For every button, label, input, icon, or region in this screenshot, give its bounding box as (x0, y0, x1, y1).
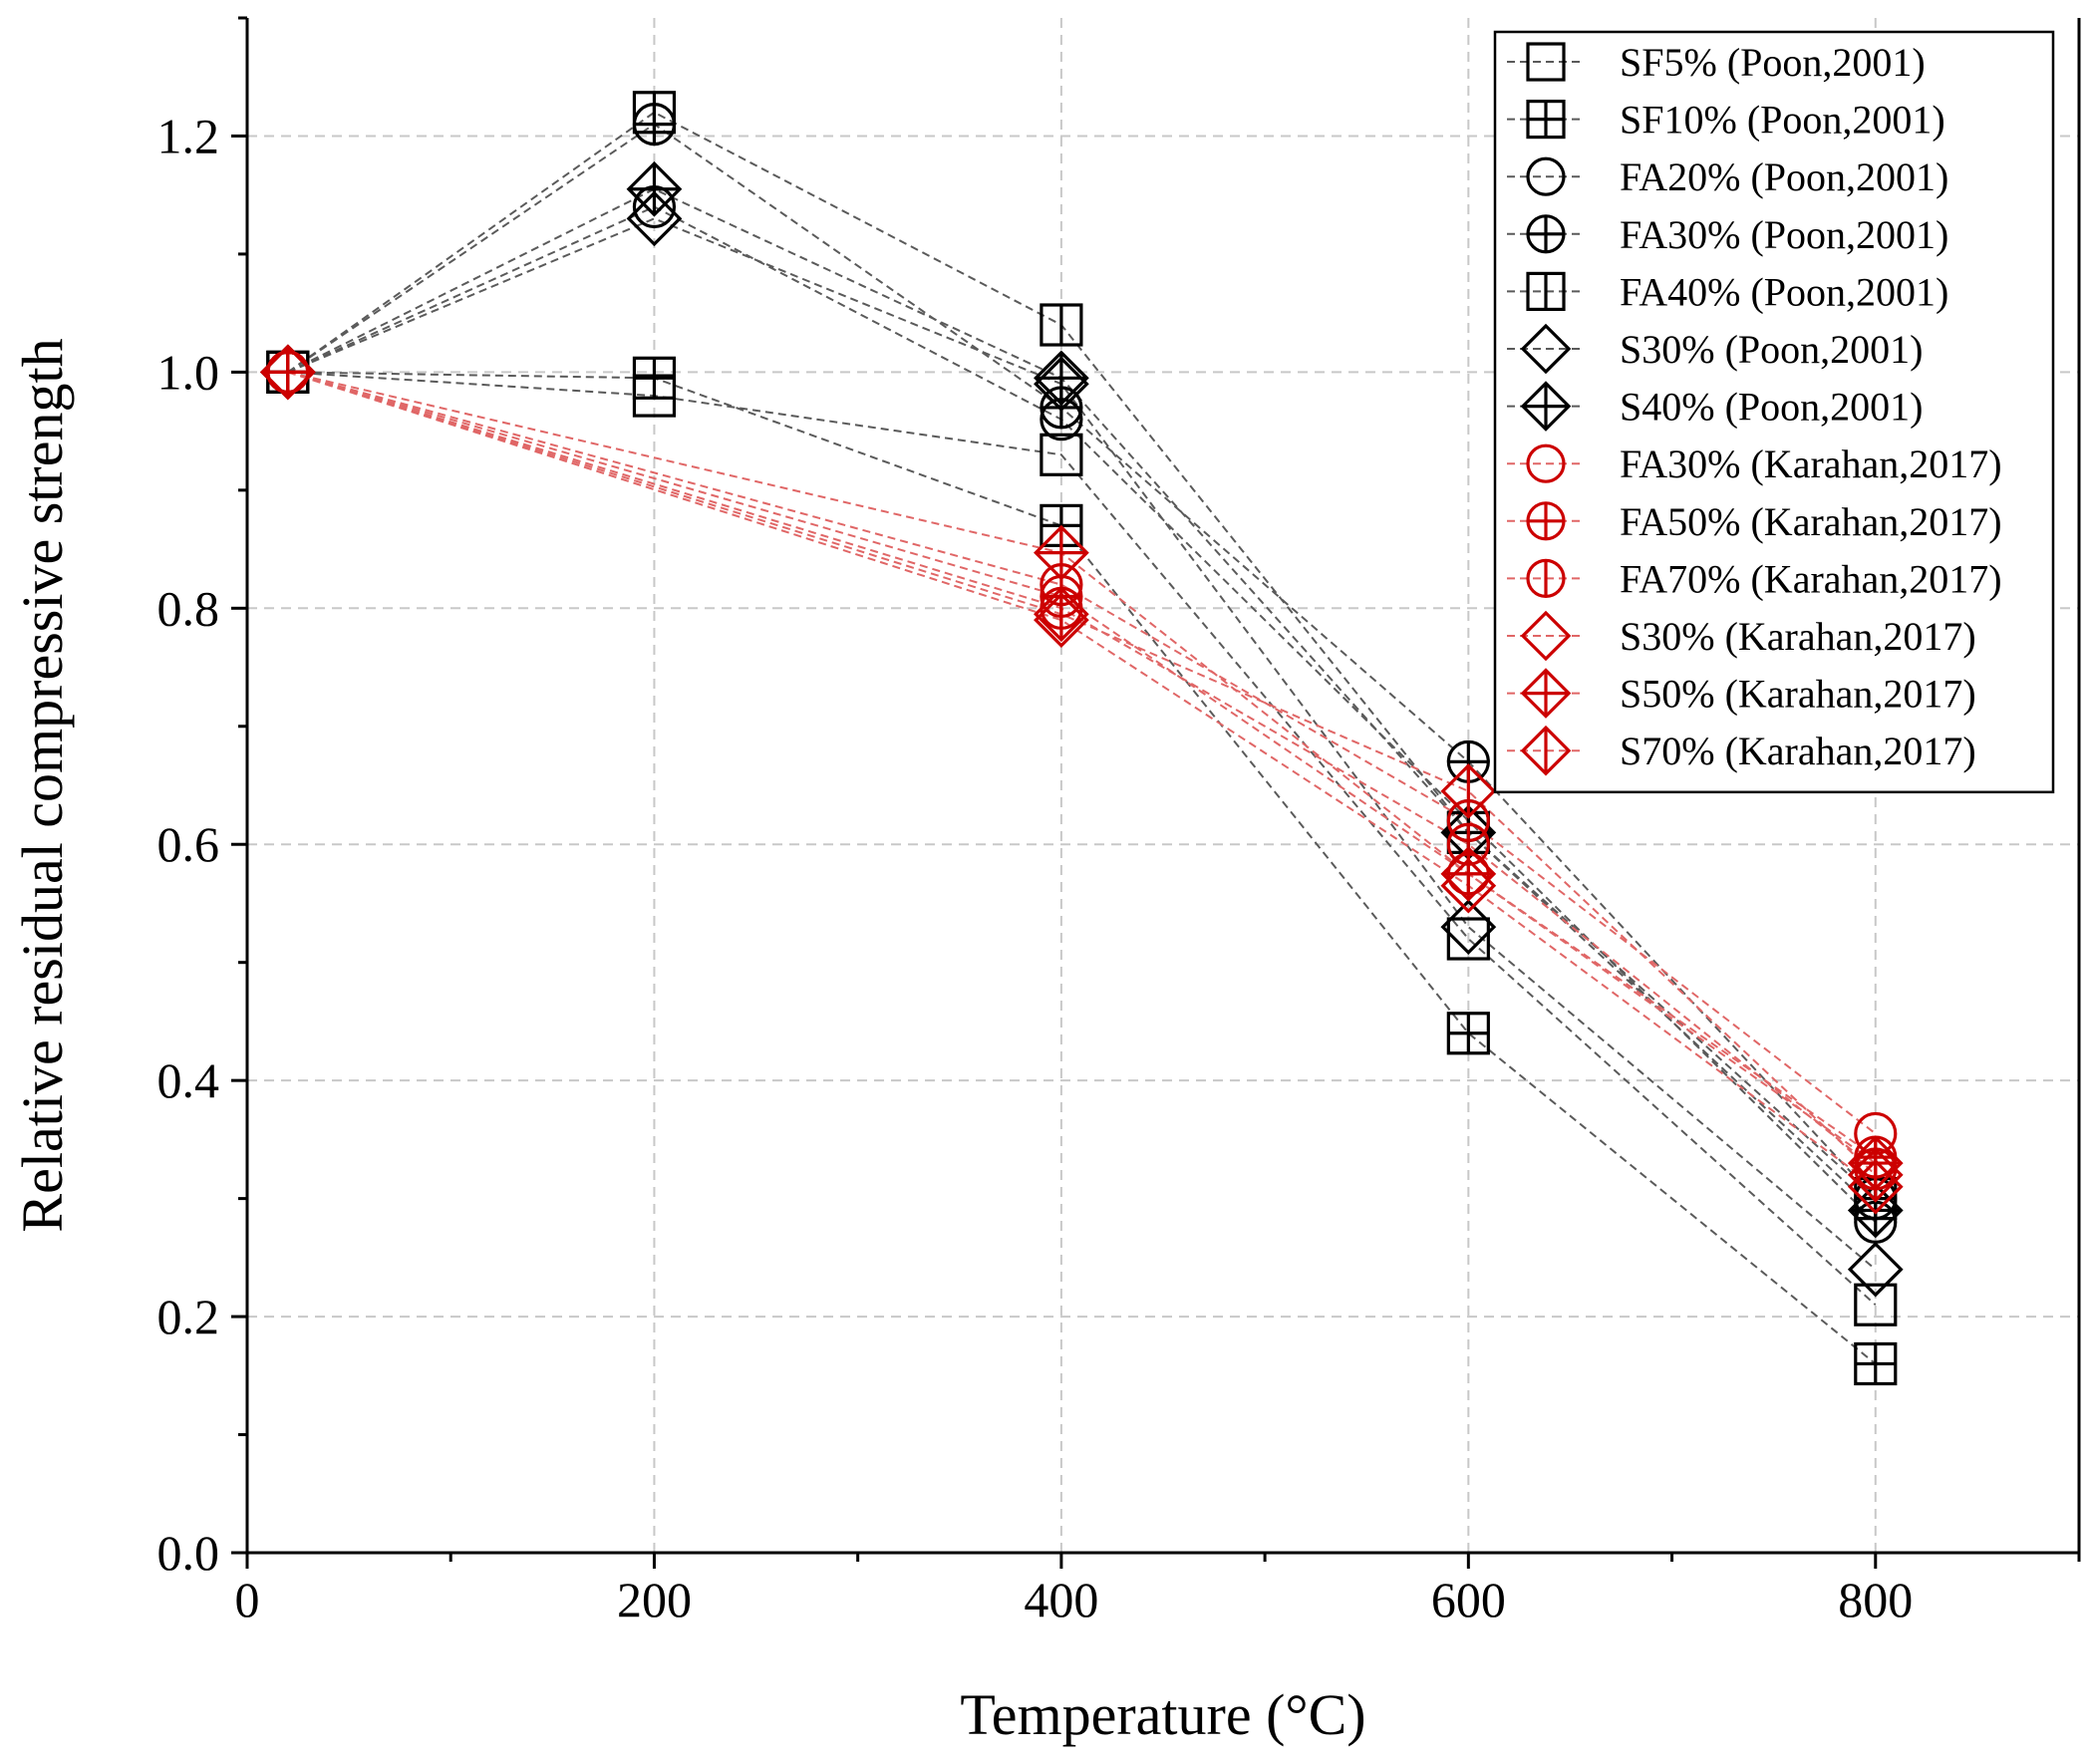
legend-item-10: S30% (Karahan,2017) (1507, 610, 1976, 662)
data-point-s5-p4 (1847, 1241, 1904, 1298)
data-point-s0-p3 (1446, 917, 1490, 961)
legend-label: SF10% (Poon,2001) (1620, 98, 1945, 143)
legend-marker (1526, 214, 1566, 254)
legend-marker (1520, 381, 1572, 432)
data-point-s11-p1 (1034, 524, 1089, 581)
x-tick-label: 400 (1024, 1572, 1098, 1627)
legend-item-6: S40% (Poon,2001) (1507, 381, 1923, 432)
legend-marker (1520, 668, 1572, 719)
legend-marker (1526, 156, 1566, 196)
legend-label: FA30% (Poon,2001) (1620, 212, 1948, 257)
legend-box (1493, 30, 2055, 794)
y-tick-label: 0.2 (157, 1289, 220, 1344)
series-line-9 (287, 371, 1877, 1170)
legend-label: FA40% (Poon,2001) (1620, 269, 1948, 314)
x-tick-label: 200 (617, 1572, 692, 1627)
legend-label: S70% (Karahan,2017) (1620, 729, 1976, 773)
series-line-10 (287, 371, 1877, 1188)
data-point-s4-p1 (632, 91, 677, 135)
data-point-s10-p1 (1034, 592, 1089, 649)
data-point-s6-p1 (626, 160, 683, 217)
legend: SF5% (Poon,2001) SF10% (Poon,2001) FA20% (… (1493, 30, 2055, 794)
axes (231, 16, 2081, 1569)
legend-item-9: FA70% (Karahan,2017) (1507, 556, 2002, 601)
legend-item-12: S70% (Karahan,2017) (1507, 725, 1976, 776)
legend-item-11: S50% (Karahan,2017) (1507, 668, 1976, 719)
data-point-s12-p0 (259, 344, 316, 401)
legend-marker (1526, 42, 1566, 82)
legend-label: S50% (Karahan,2017) (1620, 672, 1976, 717)
series-line-7 (287, 371, 1877, 1135)
y-tick-label: 0.6 (157, 816, 220, 872)
legend-marker (1526, 443, 1566, 483)
series-markers (259, 91, 1904, 1386)
data-point-s12-p3 (1847, 1147, 1904, 1203)
data-point-s5-p3 (1440, 899, 1497, 956)
data-point-s1-p3 (1446, 1012, 1490, 1055)
data-point-s12-p2 (1440, 763, 1497, 819)
y-tick-label: 1.2 (157, 108, 220, 163)
y-tick-label: 0.8 (157, 580, 220, 636)
legend-label: SF5% (Poon,2001) (1620, 40, 1926, 85)
legend-item-8: FA50% (Karahan,2017) (1507, 499, 2002, 544)
y-axis-title: Relative residual compressive strength (10, 338, 75, 1232)
data-point-s12-p1 (1034, 586, 1089, 643)
legend-item-3: FA30% (Poon,2001) (1507, 212, 1948, 257)
x-tick-label: 600 (1431, 1572, 1506, 1627)
legend-marker (1526, 99, 1566, 140)
legend-marker (1526, 558, 1566, 599)
data-point-s11-p2 (1440, 845, 1497, 902)
legend-label: FA30% (Karahan,2017) (1620, 441, 2002, 486)
data-point-s5-p2 (1034, 356, 1089, 413)
legend-item-2: FA20% (Poon,2001) (1507, 154, 1948, 199)
data-point-s4-p2 (1040, 303, 1083, 347)
x-axis-title: Temperature (°C) (960, 1682, 1365, 1747)
tick-labels: 0 200 400 600 800 0.0 0.2 0.4 0.6 0.8 1.0 1.2 (157, 108, 1914, 1627)
legend-item-5: S30% (Poon,2001) (1507, 323, 1923, 375)
legend-marker (1520, 323, 1572, 375)
legend-item-0: SF5% (Poon,2001) (1507, 40, 1926, 85)
series-line-12 (287, 371, 1877, 1176)
legend-marker (1520, 725, 1572, 776)
legend-label: FA20% (Poon,2001) (1620, 154, 1948, 199)
legend-label: S30% (Poon,2001) (1620, 327, 1923, 372)
y-tick-label: 1.0 (157, 344, 220, 400)
data-point-s5-p1 (626, 190, 683, 247)
legend-label: S40% (Poon,2001) (1620, 385, 1923, 430)
x-tick-label: 800 (1838, 1572, 1913, 1627)
data-point-s0-p4 (1854, 1283, 1898, 1326)
legend-label: FA50% (Karahan,2017) (1620, 499, 2002, 544)
data-point-s10-p3 (1847, 1158, 1904, 1215)
legend-label: S30% (Karahan,2017) (1620, 614, 1976, 659)
legend-item-7: FA30% (Karahan,2017) (1507, 441, 2002, 486)
data-point-s1-p4 (1854, 1341, 1898, 1386)
series-line-1 (287, 371, 1877, 1365)
y-tick-label: 0.0 (157, 1525, 220, 1581)
series-line-8 (287, 371, 1877, 1158)
data-point-s0-p2 (1040, 433, 1083, 476)
legend-marker (1526, 501, 1566, 541)
legend-item-4: FA40% (Poon,2001) (1507, 269, 1948, 314)
legend-marker (1520, 610, 1572, 662)
data-point-s10-p2 (1440, 857, 1497, 914)
legend-label: FA70% (Karahan,2017) (1620, 556, 2002, 601)
series-line-0 (287, 371, 1877, 1306)
series-line-11 (287, 371, 1877, 1164)
x-tick-label: 0 (235, 1572, 260, 1627)
y-tick-label: 0.4 (157, 1052, 220, 1108)
data-point-s1-p1 (632, 356, 677, 400)
data-point-s6-p2 (1034, 350, 1089, 407)
legend-item-1: SF10% (Poon,2001) (1507, 98, 1945, 143)
legend-marker (1526, 271, 1566, 311)
